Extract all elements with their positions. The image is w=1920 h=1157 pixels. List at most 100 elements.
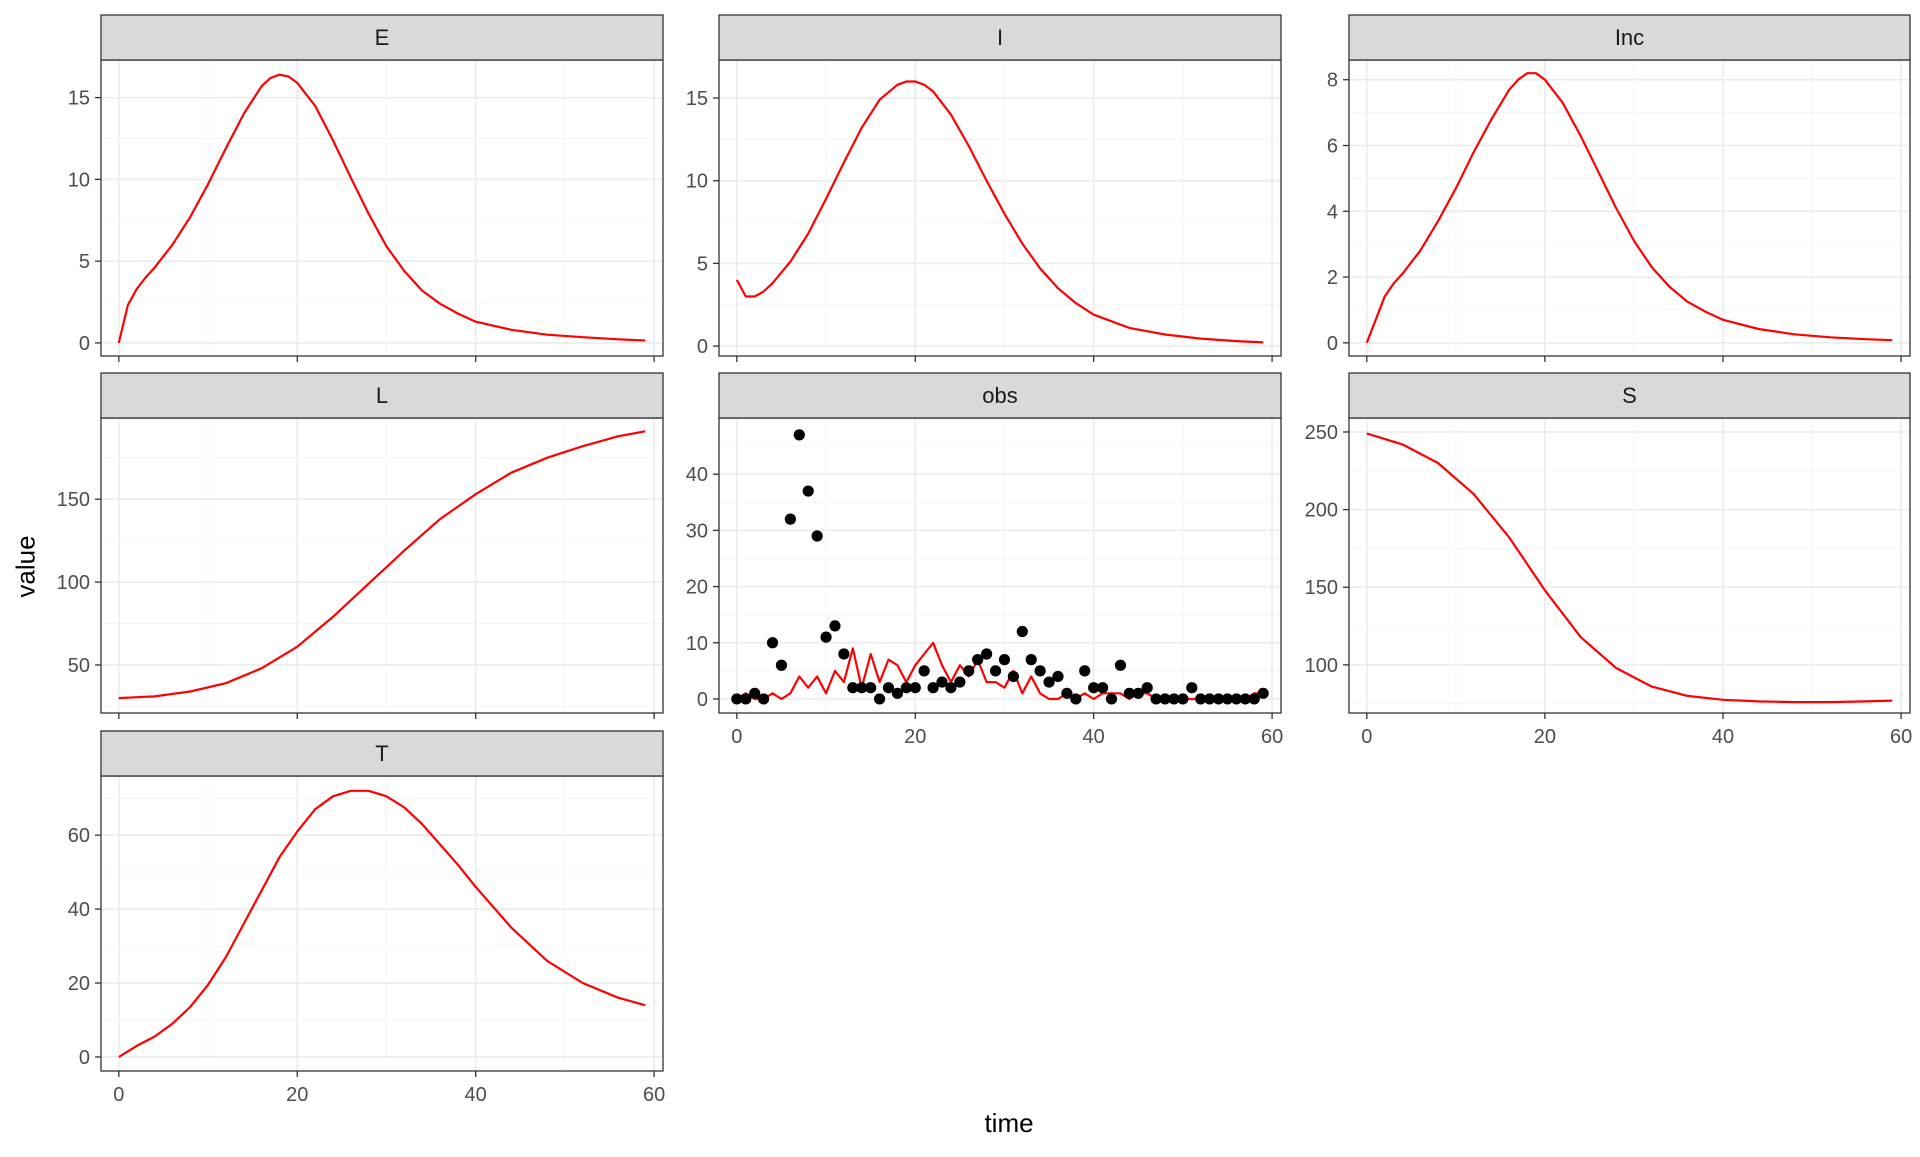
y-tick-label: 0 [697, 336, 708, 358]
panel-background [101, 60, 663, 356]
data-point [856, 682, 868, 694]
data-point [900, 682, 912, 694]
data-point [793, 429, 805, 441]
data-point [775, 659, 788, 671]
data-point [1096, 682, 1109, 694]
x-tick-label: 20 [1534, 726, 1556, 748]
facet-strip [1348, 14, 1911, 61]
data-point [766, 637, 779, 649]
data-point [829, 620, 841, 632]
y-tick-label: 20 [68, 973, 90, 995]
data-point [749, 687, 761, 699]
data-point [1088, 682, 1100, 694]
series-line-E [117, 73, 646, 344]
series-line-L [118, 430, 646, 700]
panel-background [101, 418, 663, 713]
data-point [1114, 659, 1127, 671]
data-point [1150, 693, 1162, 705]
y-tick-label: 60 [68, 825, 90, 847]
data-point [1204, 693, 1216, 705]
y-tick-label: 100 [1305, 655, 1338, 677]
data-point [1186, 682, 1198, 694]
facet-label: obs [982, 383, 1017, 408]
y-tick-label: 30 [686, 520, 708, 542]
data-point [1177, 693, 1189, 705]
data-point [1257, 687, 1269, 699]
series-line-T [118, 789, 646, 1058]
x-tick-label: 60 [1890, 726, 1912, 748]
data-point [847, 682, 859, 694]
data-point [927, 682, 939, 694]
facet-label: E [375, 25, 390, 50]
data-point [981, 648, 993, 660]
y-tick-label: 150 [1305, 577, 1338, 599]
data-point [882, 682, 895, 694]
data-point [954, 676, 966, 688]
data-point [963, 665, 975, 677]
y-axis-title: value [10, 535, 41, 598]
facet-strip [100, 14, 664, 61]
series-line-S [1366, 432, 1893, 704]
y-tick-label: 10 [686, 171, 708, 193]
y-tick-label: 150 [57, 489, 90, 511]
y-tick-label: 5 [697, 253, 708, 275]
series-line-I [735, 80, 1264, 344]
y-tick-label: 50 [68, 655, 90, 677]
y-tick-label: 15 [68, 88, 90, 110]
x-tick-label: 60 [643, 1084, 665, 1106]
panel-I: I 0 5 10 15 [686, 14, 1282, 362]
facet-strip [100, 372, 664, 419]
data-point [1123, 687, 1135, 699]
series-line-Inc [1365, 72, 1893, 344]
x-tick-label: 0 [113, 1084, 124, 1106]
data-point [1212, 693, 1225, 705]
data-point [1034, 665, 1046, 677]
data-point [972, 654, 984, 666]
data-point [1007, 670, 1019, 683]
data-point [784, 513, 796, 525]
panel-background [101, 776, 663, 1071]
facet-label: Inc [1615, 25, 1644, 50]
facet-strip [718, 14, 1282, 61]
panel-Inc: Inc 0 2 4 6 8 [1327, 14, 1911, 362]
data-point [1061, 687, 1073, 699]
panel-background [719, 60, 1281, 356]
y-tick-label: 6 [1327, 136, 1338, 158]
y-tick-label: 2 [1327, 267, 1338, 289]
x-tick-label: 0 [731, 726, 742, 748]
data-point [1079, 665, 1091, 677]
x-tick-label: 0 [1361, 726, 1372, 748]
y-tick-label: 0 [1327, 333, 1338, 355]
data-point [909, 682, 921, 694]
facet-label: S [1622, 383, 1637, 408]
panel-E: E 0 5 10 15 [68, 14, 664, 362]
panel-obs: obs 0 10 20 30 40 0 20 40 60 [686, 372, 1283, 748]
data-point [936, 676, 948, 688]
data-point [1025, 654, 1037, 666]
y-tick-label: 15 [686, 88, 708, 110]
data-point [1105, 693, 1118, 705]
x-tick-label: 60 [1261, 726, 1283, 748]
data-point [865, 682, 877, 694]
data-point [811, 530, 823, 542]
data-point [820, 631, 832, 643]
data-point [1239, 693, 1251, 705]
data-point [1043, 676, 1055, 688]
data-point [918, 665, 930, 677]
facet-label: I [997, 25, 1003, 50]
data-point [802, 485, 814, 497]
panel-background [1349, 418, 1910, 713]
x-tick-label: 20 [904, 726, 926, 748]
facet-strip [718, 372, 1282, 419]
data-point [1195, 693, 1207, 705]
y-tick-label: 10 [68, 169, 90, 191]
y-tick-label: 0 [79, 333, 90, 355]
x-tick-label: 20 [286, 1084, 308, 1106]
data-point [989, 665, 1002, 677]
panel-T: T 0 20 40 60 0 20 40 60 [68, 730, 665, 1106]
data-point [998, 654, 1011, 666]
data-point [1221, 693, 1234, 705]
panel-L: L 50 100 150 [57, 372, 664, 719]
y-tick-label: 100 [57, 572, 90, 594]
facet-strip [1348, 372, 1911, 419]
